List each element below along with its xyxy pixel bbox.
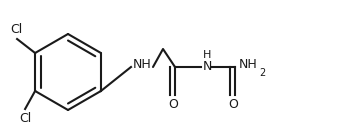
Text: Cl: Cl <box>19 112 31 125</box>
Text: O: O <box>228 98 238 111</box>
Text: Cl: Cl <box>10 23 22 36</box>
Text: NH: NH <box>239 58 258 72</box>
Text: NH: NH <box>133 58 152 72</box>
Text: H: H <box>203 50 211 60</box>
Text: N: N <box>203 61 212 73</box>
Text: 2: 2 <box>259 68 265 78</box>
Text: O: O <box>168 98 178 111</box>
